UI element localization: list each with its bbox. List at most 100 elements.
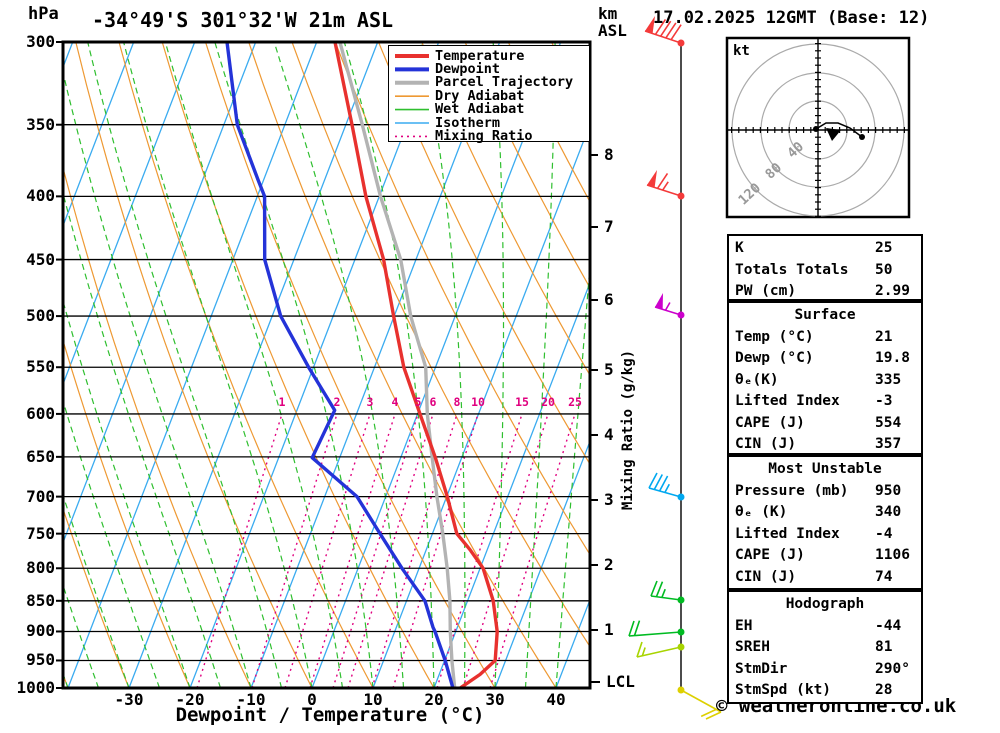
mixing-ratio-value-label: 20 <box>541 395 555 409</box>
pressure-unit-label: hPa <box>28 4 59 24</box>
wind-barb <box>636 641 685 658</box>
wind-barb <box>646 170 685 200</box>
pressure-tick-label: 850 <box>26 591 55 610</box>
indices-table: Surface Temp (°C) 21 Dewp (°C) 19.8 θₑ(K) 335 L… <box>727 301 923 455</box>
lcl-label: LCL <box>606 672 635 691</box>
wind-barb <box>644 16 685 47</box>
chart-background <box>63 42 590 688</box>
km-tick-label: 8 <box>604 145 614 164</box>
row-label: CIN (J) <box>735 568 797 585</box>
row-value: 28 <box>875 682 893 698</box>
mixing-ratio-value-label: 10 <box>471 395 485 409</box>
asl-axis-unit: ASL <box>598 21 627 40</box>
mixing-ratio-value-label: 25 <box>568 395 582 409</box>
table-header: Hodograph <box>785 596 865 612</box>
row-value: -44 <box>875 617 902 634</box>
wind-barb <box>650 580 685 604</box>
row-value: 335 <box>875 371 902 388</box>
table-row: CAPE (J) 554 <box>735 413 921 435</box>
row-value: 357 <box>875 436 902 452</box>
pressure-tick-label: 600 <box>26 404 55 423</box>
legend-samples <box>395 54 429 138</box>
temp-tick-label: -10 <box>236 690 266 709</box>
table-row: Totals Totals 50 <box>735 260 921 282</box>
table-row: SREH 81 <box>735 637 921 659</box>
table-row: θₑ(K) 335 <box>735 370 921 392</box>
mixing-ratio-value-label: 3 <box>366 395 374 409</box>
row-value: 340 <box>875 504 902 520</box>
row-label: Lifted Index <box>735 525 840 542</box>
row-value: 290° <box>875 660 910 677</box>
table-row: StmDir 290° <box>735 659 921 681</box>
temp-tick-label: 40 <box>546 690 566 709</box>
row-label: CAPE (J) <box>735 414 805 431</box>
table-row: EH -44 <box>735 616 921 638</box>
row-label: Totals Totals <box>735 261 849 278</box>
table-row: Lifted Index -3 <box>735 391 921 413</box>
pressure-tick-label: 950 <box>26 650 55 669</box>
legend-item-label: Wet Adiabat <box>435 101 525 118</box>
km-tick-label: 7 <box>604 217 614 236</box>
km-tick-label: 1 <box>604 620 614 639</box>
indices-table: Hodograph EH -44 SREH 81 StmDir 290° StmSpd (kt… <box>727 590 923 704</box>
table-row: Lifted Index -4 <box>735 524 921 546</box>
pressure-tick-label: 650 <box>26 447 55 466</box>
row-label: CIN (J) <box>735 436 797 452</box>
row-label: K <box>735 240 744 256</box>
km-tick-label: 6 <box>604 290 614 309</box>
pressure-tick-label: 500 <box>26 306 55 325</box>
run-date-label: 17.02.2025 12GMT (Base: 12) <box>653 8 930 28</box>
pressure-tick-label: 800 <box>26 558 55 577</box>
hodograph <box>725 36 911 219</box>
pressure-tick-label: 350 <box>26 115 55 134</box>
km-axis-unit: km <box>598 4 618 23</box>
pressure-tick-label: 750 <box>26 524 55 543</box>
legend-item-label: Dry Adiabat <box>435 87 525 104</box>
table-row: CIN (J) 357 <box>735 434 921 456</box>
row-label: Temp (°C) <box>735 328 814 345</box>
row-value: 19.8 <box>875 350 910 366</box>
table-row: θₑ (K) 340 <box>735 502 921 524</box>
hodograph-unit-label: kt <box>733 43 750 59</box>
row-label: θₑ (K) <box>735 504 788 520</box>
storm-motion-arrow <box>826 128 841 141</box>
legend-item-label: Dewpoint <box>435 60 501 77</box>
row-value: 21 <box>875 328 893 345</box>
mixing-ratio-value-label: 15 <box>515 395 529 409</box>
row-value: 81 <box>875 639 893 655</box>
temp-tick-label: 30 <box>485 690 505 709</box>
table-row: PW (cm) 2.99 <box>735 281 921 303</box>
row-label: PW (cm) <box>735 283 797 299</box>
pressure-tick-label: 700 <box>26 487 55 506</box>
row-label: EH <box>735 617 753 634</box>
pressure-tick-label: 900 <box>26 621 55 640</box>
mixing-ratio-value-label: 4 <box>391 395 399 409</box>
mixing-ratio-value-label: 6 <box>429 395 437 409</box>
curve-parcel-trajectory <box>338 42 457 688</box>
temp-tick-label: -20 <box>175 690 205 709</box>
row-value: -3 <box>875 393 893 409</box>
legend-item-label: Temperature <box>435 47 525 64</box>
indices-table: K 25 Totals Totals 50 PW (cm) 2.99 <box>727 234 923 301</box>
mixing-ratio-value-label: 1 <box>278 395 286 409</box>
mixing-ratio-value-label: 2 <box>333 395 341 409</box>
km-tick-label: 2 <box>604 555 614 574</box>
table-row: Dewp (°C) 19.8 <box>735 348 921 370</box>
table-header: Most Unstable <box>768 461 882 477</box>
legend-item-label: Mixing Ratio <box>435 127 533 144</box>
x-axis-title: Dewpoint / Temperature (°C) <box>175 704 485 726</box>
km-tick-label: 5 <box>604 360 614 379</box>
table-row: Temp (°C) 21 <box>735 327 921 349</box>
row-value: 1106 <box>875 547 910 563</box>
table-row: Pressure (mb) 950 <box>735 481 921 503</box>
row-value: 50 <box>875 261 893 278</box>
temp-tick-label: 20 <box>424 690 444 709</box>
row-label: Dewp (°C) <box>735 350 814 366</box>
row-label: θₑ(K) <box>735 371 779 388</box>
pressure-tick-label: 300 <box>26 32 55 51</box>
legend: Temperature Dewpoint Parcel Trajectory Dry … <box>388 45 590 142</box>
wind-barb <box>677 686 722 720</box>
row-value: 554 <box>875 414 902 431</box>
